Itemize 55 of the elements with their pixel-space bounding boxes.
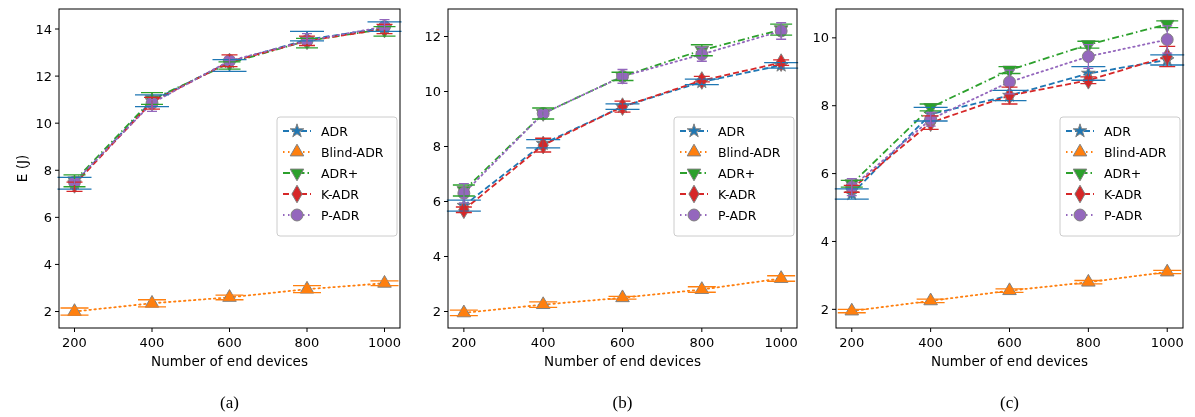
x-tick-label: 200 (451, 335, 477, 350)
text: (a) (220, 393, 239, 412)
legend-label: K-ADR (718, 186, 757, 202)
legend-label: Blind-ADR (718, 144, 781, 160)
y-tick-label: 10 (35, 115, 52, 131)
legend-label: P-ADR (718, 207, 757, 223)
x-tick-label: 1000 (764, 335, 798, 350)
y-axis-title: E (J) (14, 154, 30, 183)
legend-label: Blind-ADR (1104, 144, 1167, 160)
y-tick-label: 8 (432, 139, 441, 154)
legend-label: K-ADR (1104, 186, 1143, 202)
legend-label: ADR (321, 123, 349, 139)
y-tick-label: 4 (432, 249, 441, 264)
x-tick-label: 1000 (1150, 335, 1184, 350)
x-tick-label: 600 (610, 335, 635, 350)
legend-label: K-ADR (321, 186, 360, 202)
y-tick-label: 6 (820, 166, 829, 182)
x-axis-title: Number of end devices (151, 353, 308, 369)
x-tick-label: 200 (62, 335, 87, 350)
x-tick-label: 800 (1075, 335, 1101, 350)
legend-label: ADR (718, 123, 746, 139)
text: (b) (612, 393, 633, 412)
legend-label: P-ADR (321, 207, 360, 223)
y-tick-label: 2 (43, 304, 52, 320)
text: (c) (1000, 393, 1019, 412)
x-tick-label: 600 (217, 335, 242, 350)
legend-label: ADR (1104, 123, 1132, 139)
y-tick-label: 6 (432, 194, 441, 209)
y-tick-label: 2 (820, 301, 829, 317)
x-tick-label: 800 (689, 335, 715, 350)
legend-label: ADR+ (718, 165, 756, 181)
x-tick-label: 400 (530, 335, 556, 350)
x-axis-title: Number of end devices (544, 353, 701, 369)
legend-label: ADR+ (1104, 165, 1142, 181)
x-tick-label: 600 (997, 335, 1022, 350)
y-tick-label: 8 (43, 162, 52, 178)
x-tick-label: 200 (839, 335, 865, 350)
x-tick-label: 400 (139, 335, 165, 350)
x-tick-label: 400 (918, 335, 944, 350)
y-tick-label: 14 (35, 21, 52, 37)
y-tick-label: 4 (43, 256, 52, 272)
y-tick-label: 2 (432, 304, 441, 319)
y-tick-label: 10 (812, 30, 829, 46)
x-tick-label: 1000 (367, 335, 402, 350)
y-tick-label: 12 (424, 29, 441, 44)
legend-label: P-ADR (1104, 207, 1143, 223)
legend-label: ADR+ (321, 165, 359, 181)
y-tick-label: 8 (820, 98, 829, 114)
y-tick-label: 4 (820, 233, 829, 249)
y-tick-label: 12 (35, 68, 52, 84)
x-axis-title: Number of end devices (931, 353, 1088, 369)
x-tick-label: 800 (294, 335, 320, 350)
legend-label: Blind-ADR (321, 144, 384, 160)
y-tick-label: 6 (43, 209, 52, 225)
y-tick-label: 10 (424, 84, 441, 99)
